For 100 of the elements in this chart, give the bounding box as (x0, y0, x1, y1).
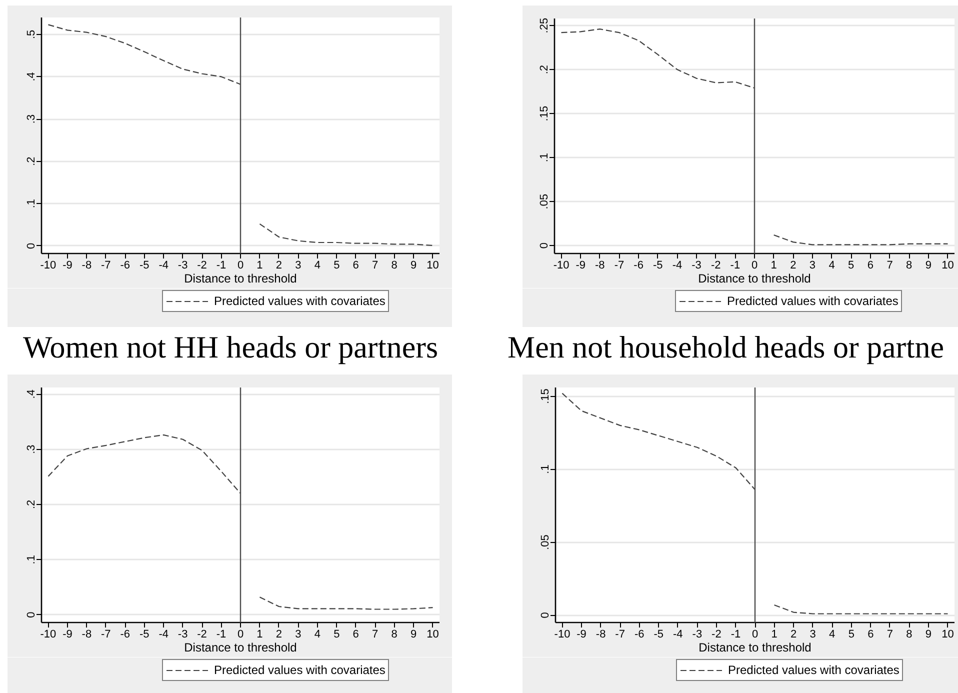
x-tick-label: 8 (391, 628, 398, 640)
x-tick-label: 8 (906, 260, 912, 272)
x-tick-label: -10 (554, 628, 570, 640)
y-tick-label: .1 (540, 464, 552, 474)
y-tick-label: .1 (538, 152, 550, 162)
x-tick-label: 0 (752, 628, 758, 640)
chart-title: Women not HH heads or partners (22, 330, 438, 364)
y-tick-label: .15 (538, 106, 550, 122)
x-tick-label: 0 (751, 260, 758, 272)
x-tick-label: -10 (553, 260, 570, 272)
x-tick-label: 5 (848, 260, 854, 272)
x-tick-label: 2 (790, 628, 797, 640)
x-tick-label: 10 (942, 628, 954, 640)
x-tick-label: 4 (829, 628, 836, 640)
x-tick-label: -9 (62, 260, 72, 272)
x-tick-label: -7 (101, 628, 111, 640)
y-tick-label: .3 (26, 444, 38, 454)
x-tick-label: -2 (197, 628, 207, 640)
x-tick-label: 7 (372, 260, 378, 272)
y-tick-label: .2 (26, 500, 38, 510)
legend-label: Predicted values with covariates (214, 663, 386, 677)
x-tick-label: -5 (652, 260, 663, 272)
x-tick-label: 6 (352, 260, 359, 272)
legend-label: Predicted values with covariates (727, 294, 898, 308)
x-tick-label: -8 (82, 260, 92, 272)
x-tick-label: 4 (828, 260, 835, 272)
x-tick-label: -2 (710, 260, 721, 272)
y-tick-label: .05 (540, 534, 552, 550)
x-tick-label: 2 (276, 260, 282, 272)
x-tick-label: 4 (314, 628, 320, 640)
x-tick-label: -5 (139, 628, 150, 640)
x-tick-label: -10 (40, 628, 56, 640)
y-tick-label: .1 (26, 198, 38, 208)
x-tick-label: -3 (178, 628, 188, 640)
y-tick-label: 0 (26, 242, 38, 249)
x-tick-label: -6 (120, 260, 130, 272)
y-tick-label: .2 (538, 64, 550, 74)
y-tick-label: .25 (538, 18, 550, 34)
x-tick-label: -6 (634, 260, 644, 272)
x-tick-label: -3 (692, 260, 702, 272)
x-tick-label: 3 (295, 628, 302, 640)
x-tick-label: -4 (158, 260, 168, 272)
x-tick-label: 3 (810, 628, 816, 640)
line-series (560, 28, 756, 89)
y-tick-label: .1 (26, 555, 38, 564)
x-tick-label: -1 (730, 628, 741, 640)
chart-title: Men not household heads or partne (508, 330, 944, 364)
x-tick-label: -1 (216, 260, 226, 272)
x-tick-label: 8 (906, 628, 912, 640)
x-tick-label: 6 (868, 628, 874, 640)
x-tick-label: -8 (596, 628, 606, 640)
line-series (259, 596, 434, 610)
line-series (773, 234, 948, 246)
x-tick-label: 9 (410, 628, 417, 640)
x-tick-label: -4 (158, 628, 168, 640)
x-tick-label: 5 (334, 260, 340, 272)
x-tick-label: 6 (352, 628, 359, 640)
x-tick-label: -8 (82, 628, 92, 640)
y-tick-label: .05 (538, 194, 550, 210)
y-tick-label: .4 (26, 72, 38, 82)
x-tick-label: 5 (334, 628, 340, 640)
x-tick-label: 2 (790, 260, 796, 272)
x-tick-label: -2 (712, 628, 722, 640)
x-tick-label: 5 (848, 628, 854, 640)
x-tick-label: 4 (314, 260, 320, 272)
legend-label: Predicted values with covariates (728, 663, 900, 677)
x-tick-label: 1 (256, 260, 263, 272)
y-tick-label: 0 (538, 242, 550, 249)
x-tick-label: 9 (925, 628, 932, 640)
x-tick-label: -3 (692, 628, 702, 640)
x-tick-label: 2 (276, 628, 282, 640)
x-tick-label: 7 (372, 628, 378, 640)
x-tick-label: 7 (886, 628, 893, 640)
x-tick-label: -9 (576, 628, 586, 640)
x-tick-label: -9 (62, 628, 72, 640)
x-tick-label: -9 (576, 260, 586, 272)
x-tick-label: 7 (886, 260, 893, 272)
legend-label: Predicted values with covariates (214, 294, 386, 308)
x-tick-label: 9 (410, 260, 417, 272)
x-tick-label: -6 (634, 628, 644, 640)
x-axis-title: Distance to threshold (698, 272, 811, 286)
x-tick-label: 3 (809, 260, 816, 272)
y-tick-label: .3 (26, 114, 38, 124)
line-series (259, 223, 434, 246)
y-tick-label: .15 (540, 388, 552, 404)
x-tick-label: 1 (771, 628, 778, 640)
y-tick-label: .2 (26, 156, 38, 166)
x-tick-label: -1 (730, 260, 740, 272)
x-tick-label: 6 (867, 260, 874, 272)
x-tick-label: -5 (654, 628, 664, 640)
x-tick-label: 3 (295, 260, 302, 272)
x-tick-label: -7 (614, 260, 624, 272)
x-axis-title: Distance to threshold (184, 640, 297, 654)
x-tick-label: -10 (40, 260, 56, 272)
x-tick-label: -5 (139, 260, 150, 272)
x-tick-label: -3 (178, 260, 188, 272)
line-series (562, 392, 756, 490)
line-series (48, 434, 242, 494)
y-tick-label: .5 (26, 30, 38, 40)
x-tick-label: 8 (391, 260, 398, 272)
